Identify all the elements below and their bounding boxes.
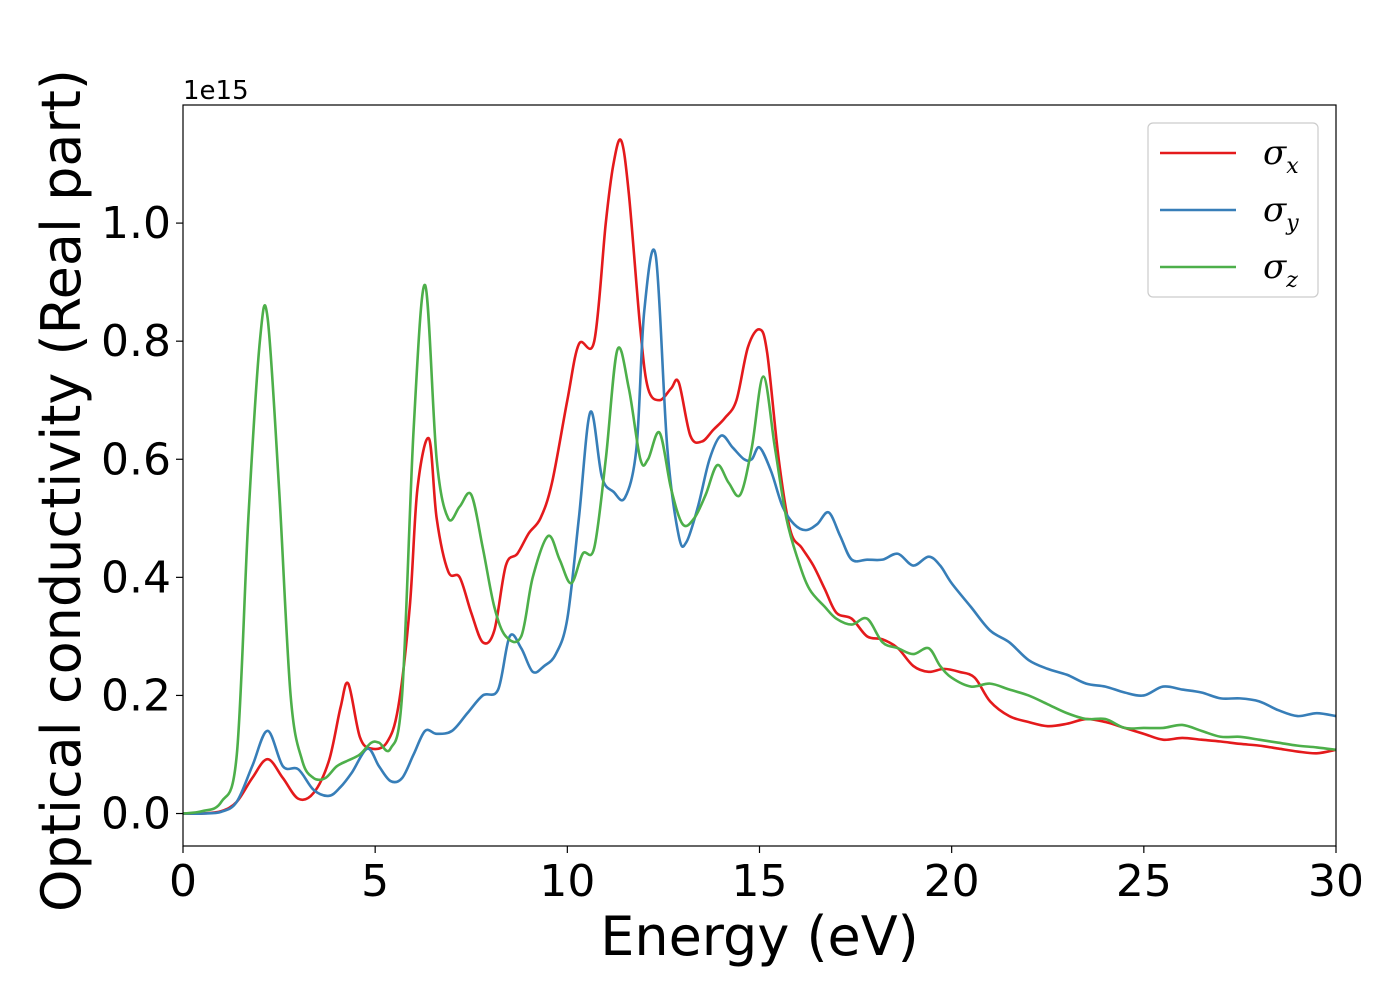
x-tick-label: 0 [169,856,197,907]
series-lines [183,138,1336,816]
x-axis-ticks: 0 5 10 15 20 25 30 [169,846,1364,907]
y-tick-label: 0.8 [101,316,171,367]
x-tick-label: 15 [732,856,788,907]
x-tick-label: 20 [924,856,980,907]
y-axis-title: Optical conductivity (Real part) [30,69,93,912]
series-line-y [183,248,1336,815]
y-tick-label: 0.4 [101,552,171,603]
y-tick-label: 0.6 [101,434,171,485]
y-axis-ticks: 0.0 0.2 0.4 0.6 0.8 1.0 [101,198,183,840]
y-tick-label: 0.0 [101,789,171,840]
legend-label-x: σx [1263,133,1299,179]
x-tick-label: 25 [1116,856,1172,907]
x-tick-label: 30 [1308,856,1364,907]
legend-label-y: σy [1263,190,1299,236]
x-tick-label: 5 [361,856,389,907]
series-line-z [183,283,1336,815]
y-tick-label: 0.2 [101,670,171,721]
x-tick-label: 10 [539,856,595,907]
legend-label-z: σz [1263,247,1298,293]
y-offset-text: 1e15 [183,76,249,106]
legend: σx σy σz [1147,122,1319,298]
x-axis-title: Energy (eV) [600,905,919,968]
y-tick-label: 1.0 [101,198,171,249]
series-line-x [183,138,1336,816]
